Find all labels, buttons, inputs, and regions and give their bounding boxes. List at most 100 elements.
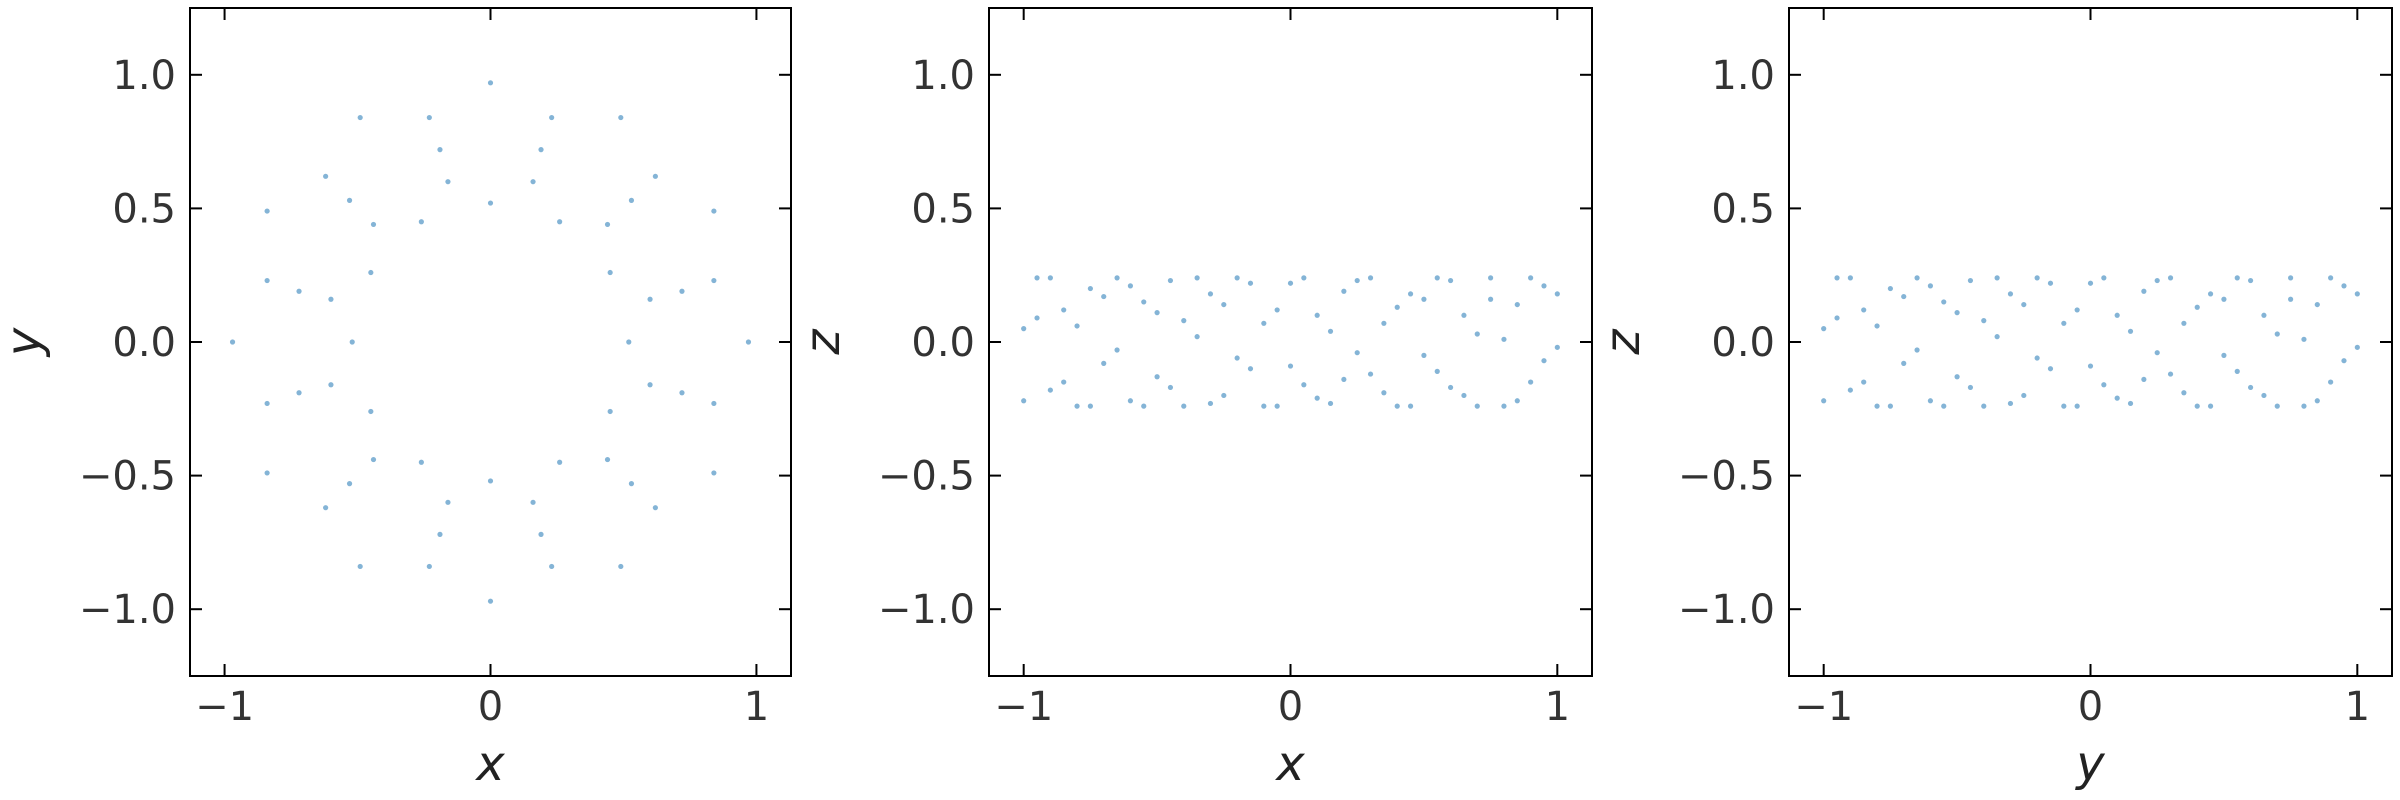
point — [1447, 277, 1454, 284]
point — [2261, 392, 2267, 399]
point — [1301, 382, 1307, 388]
point — [1434, 275, 1440, 281]
point — [229, 339, 236, 345]
point — [2114, 395, 2120, 401]
point — [628, 481, 635, 487]
x-tick-label: −1 — [994, 684, 1053, 730]
point — [437, 531, 443, 537]
y-tick-label: 0.5 — [911, 186, 975, 232]
point — [1047, 387, 1053, 393]
point — [1954, 310, 1960, 316]
point — [549, 563, 555, 570]
point — [346, 197, 353, 203]
point — [1887, 403, 1893, 409]
point — [2274, 403, 2280, 409]
point — [2274, 331, 2280, 337]
point — [557, 459, 563, 465]
point — [652, 505, 658, 511]
point — [1274, 307, 1280, 313]
point — [2154, 277, 2160, 284]
point — [538, 531, 544, 537]
x-tick-label: 1 — [1545, 684, 1570, 730]
point — [2247, 277, 2254, 284]
point — [426, 563, 432, 570]
point — [2261, 312, 2267, 318]
point — [2301, 403, 2307, 409]
axes-frame — [988, 7, 1593, 677]
point — [368, 408, 374, 415]
point — [2207, 403, 2214, 409]
point — [370, 221, 377, 228]
y-tick-label: −1.0 — [79, 587, 176, 633]
x-tick-label: −1 — [195, 684, 254, 730]
point — [1461, 392, 1467, 399]
point — [1541, 358, 1547, 364]
point — [2221, 352, 2227, 358]
point — [1901, 360, 1907, 366]
point — [2114, 312, 2120, 318]
point — [1394, 304, 1400, 310]
point — [1501, 403, 1507, 409]
point — [1234, 355, 1240, 361]
point — [1394, 403, 1400, 409]
point — [1981, 403, 1987, 409]
y-tick-label: 0.0 — [1711, 320, 1775, 366]
point — [2087, 280, 2094, 286]
y-axis-label: z — [795, 328, 851, 356]
y-tick-label: −1.0 — [1678, 587, 1775, 633]
point — [445, 179, 451, 185]
point — [1114, 347, 1120, 353]
point — [487, 80, 494, 86]
point — [2007, 400, 2014, 407]
point — [1941, 299, 1947, 305]
point — [1967, 384, 1974, 391]
y-tick-label: 1.0 — [1711, 53, 1775, 99]
point — [1154, 374, 1160, 380]
point — [2314, 301, 2320, 308]
point — [2127, 328, 2134, 334]
point — [1274, 403, 1280, 409]
point — [1181, 318, 1187, 324]
point — [1047, 275, 1053, 281]
y-tick-label: 1.0 — [911, 53, 975, 99]
point — [426, 114, 432, 121]
point — [1114, 275, 1120, 281]
point — [2074, 307, 2080, 313]
point — [437, 147, 443, 153]
point — [323, 505, 329, 511]
point — [368, 269, 374, 276]
point — [2314, 398, 2320, 404]
point — [1901, 293, 1907, 300]
point — [1261, 320, 1267, 326]
point — [538, 147, 544, 153]
point — [357, 563, 363, 570]
point — [1287, 280, 1294, 286]
point — [1847, 387, 1853, 393]
point — [2341, 358, 2347, 364]
point — [2234, 368, 2240, 374]
point — [652, 173, 658, 179]
point — [487, 598, 494, 604]
point — [1354, 277, 1360, 284]
point — [1101, 360, 1107, 366]
point — [1834, 315, 1840, 321]
point — [1301, 275, 1307, 281]
point — [607, 269, 613, 276]
point — [487, 478, 494, 484]
point — [1247, 366, 1254, 372]
point — [711, 400, 717, 407]
point — [487, 200, 494, 206]
point — [346, 481, 353, 487]
point — [1247, 280, 1254, 286]
point — [604, 456, 611, 463]
point — [2194, 304, 2200, 310]
point — [1127, 283, 1134, 289]
point — [628, 197, 635, 203]
point — [1541, 283, 1547, 289]
axes-frame — [1788, 7, 2393, 677]
point — [2167, 275, 2174, 281]
point — [357, 114, 363, 121]
point — [530, 499, 536, 505]
